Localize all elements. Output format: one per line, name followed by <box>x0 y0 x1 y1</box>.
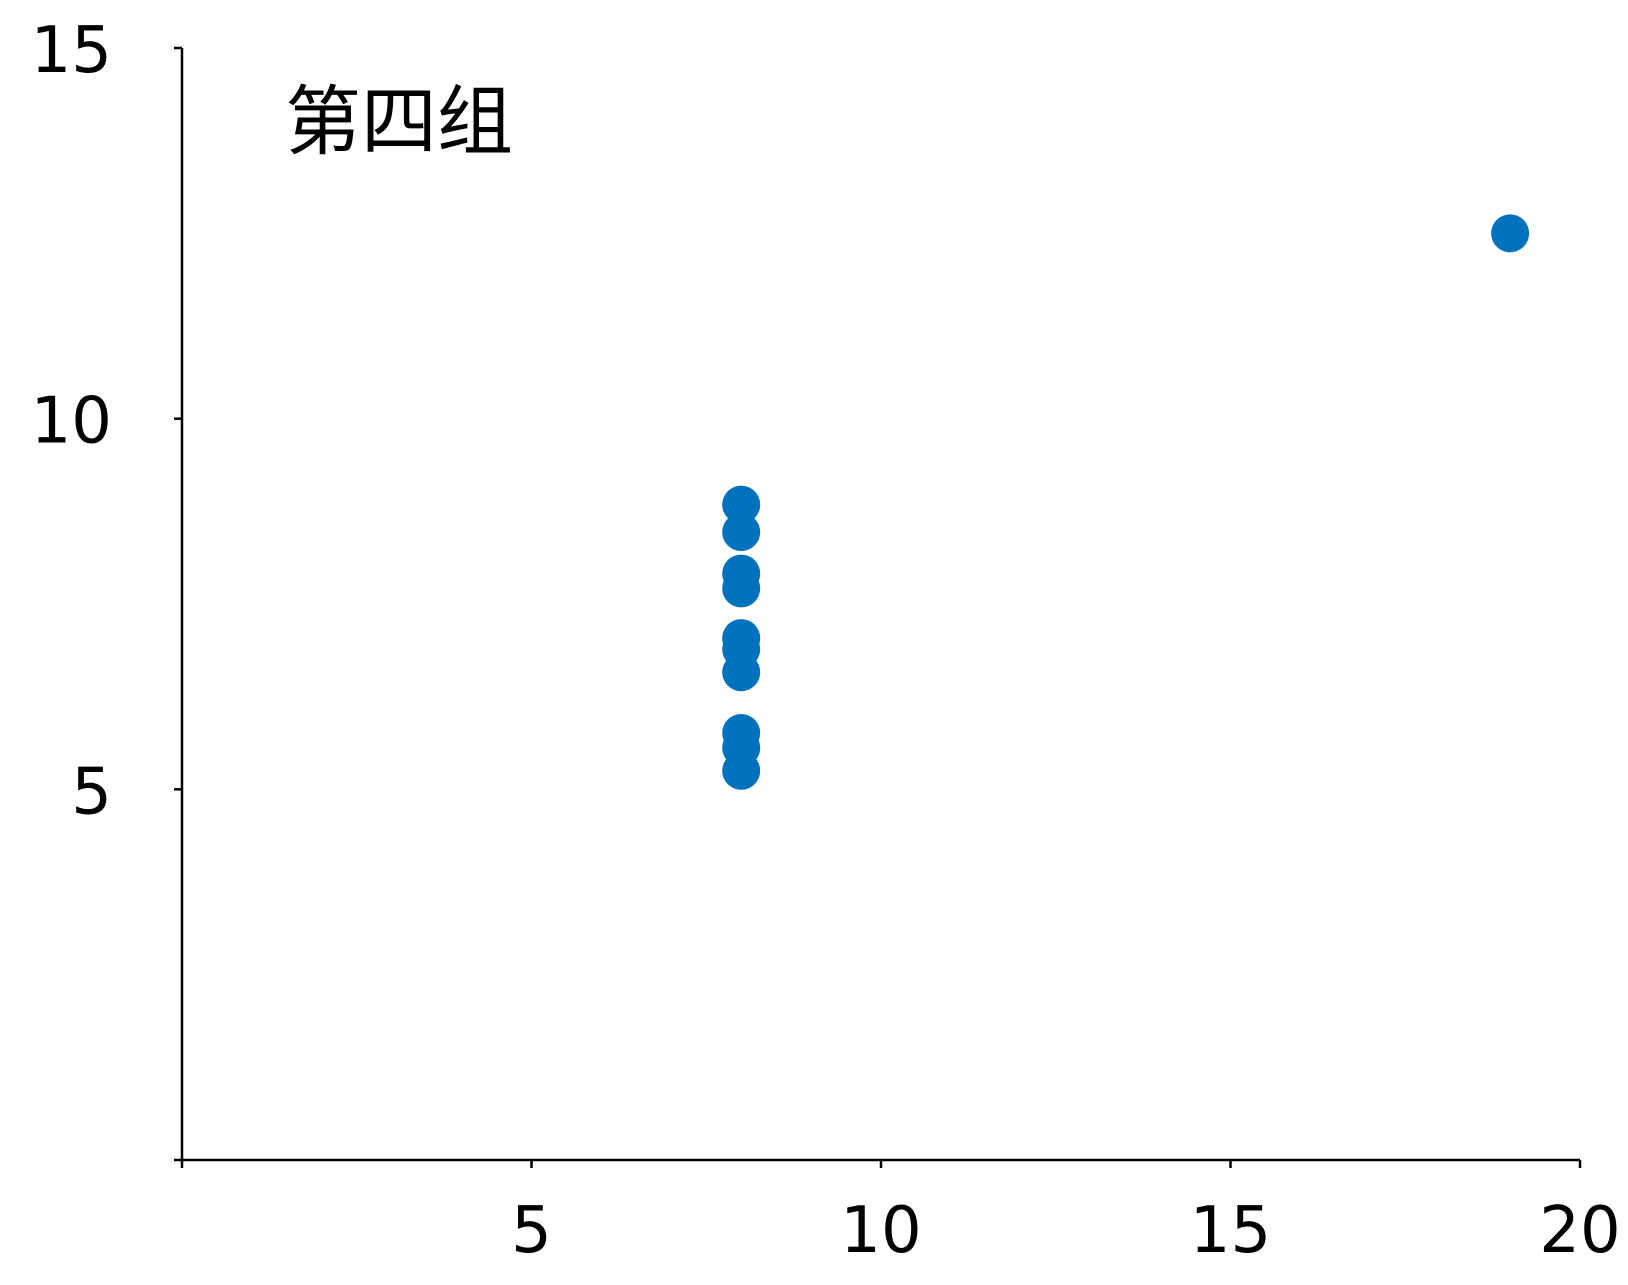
chart-annotation: 第四组 <box>285 77 513 166</box>
scatter-point <box>1491 214 1530 253</box>
scatter-point <box>722 485 761 524</box>
x-tick-label: 20 <box>1539 1194 1620 1268</box>
x-tick-label: 15 <box>1190 1194 1271 1268</box>
x-tick-label: 10 <box>840 1194 921 1268</box>
data-points <box>722 214 1530 790</box>
scatter-point <box>722 513 761 552</box>
scatter-point <box>722 728 761 767</box>
axes <box>180 48 1580 1162</box>
y-ticks: 5 10 15 <box>31 14 182 1162</box>
scatter-point <box>722 554 761 593</box>
y-tick-label: 15 <box>31 14 112 88</box>
x-ticks: 5 10 15 20 <box>180 1160 1621 1268</box>
x-tick-label: 5 <box>511 1194 552 1268</box>
scatter-point <box>722 630 761 669</box>
y-tick-label: 10 <box>31 385 112 459</box>
y-tick-label: 5 <box>71 755 112 829</box>
